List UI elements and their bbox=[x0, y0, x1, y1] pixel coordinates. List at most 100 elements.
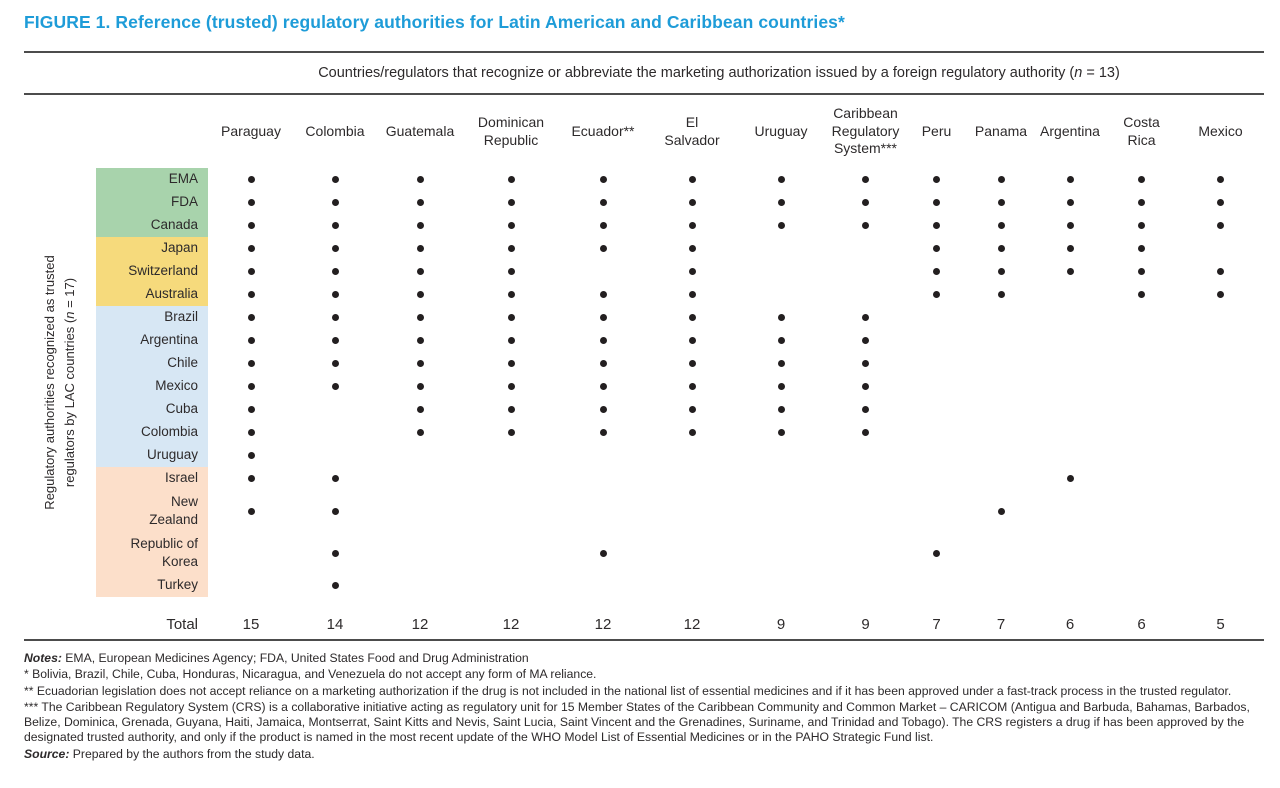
dot-cell-switzerland-panama bbox=[968, 260, 1034, 283]
row-label-canada: Canada bbox=[96, 214, 208, 237]
row-label-ema: EMA bbox=[96, 168, 208, 191]
corner-cell bbox=[96, 95, 208, 168]
dot-cell-republic-of-korea-dominican-republic bbox=[464, 532, 558, 574]
dot-cell-colombia-colombia bbox=[294, 421, 376, 444]
dot-cell-colombia-caribbean-regulatory-system bbox=[826, 421, 905, 444]
dot-cell-mexico-costa-rica bbox=[1106, 375, 1177, 398]
caption-text: Countries/regulators that recognize or a… bbox=[318, 65, 1075, 81]
dot-cell-republic-of-korea-costa-rica bbox=[1106, 532, 1177, 574]
dot bbox=[688, 199, 696, 206]
dot bbox=[933, 245, 940, 252]
column-header-panama: Panama bbox=[974, 122, 1028, 139]
dot bbox=[997, 222, 1005, 229]
dot-cell-argentina-panama bbox=[968, 329, 1034, 352]
dot-cell-japan-peru bbox=[905, 237, 968, 260]
dot-cell-canada-dominican-republic bbox=[464, 214, 558, 237]
dot bbox=[688, 222, 696, 229]
total-value-argentina: 6 bbox=[1065, 615, 1075, 633]
dot-cell-mexico-panama bbox=[968, 375, 1034, 398]
dot-cell-ema-panama bbox=[968, 168, 1034, 191]
dot-cell-new-zealand-panama bbox=[968, 490, 1034, 532]
dot-cell-canada-peru bbox=[905, 214, 968, 237]
dot-cell-australia-paraguay bbox=[208, 283, 294, 306]
dot-cell-mexico-el-salvador bbox=[648, 375, 736, 398]
dot bbox=[247, 222, 255, 229]
dot-cell-ema-mexico bbox=[1177, 168, 1264, 191]
dot bbox=[331, 176, 339, 183]
dot-cell-ema-dominican-republic bbox=[464, 168, 558, 191]
column-header-colombia: Colombia bbox=[305, 122, 365, 139]
dot-cell-colombia-mexico bbox=[1177, 421, 1264, 444]
dot-cell-ema-peru bbox=[905, 168, 968, 191]
dot-cell-uruguay-argentina bbox=[1034, 444, 1106, 467]
dot-cell-mexico-colombia bbox=[294, 375, 376, 398]
dot-cell-canada-panama bbox=[968, 214, 1034, 237]
column-header-dominican-republic: Dominican Republic bbox=[477, 114, 545, 148]
caption-text-suffix: = 13) bbox=[1082, 65, 1120, 81]
total-value-costa-rica: 6 bbox=[1137, 615, 1146, 633]
dot-cell-ema-paraguay bbox=[208, 168, 294, 191]
total-value-peru: 7 bbox=[932, 615, 941, 633]
dot-cell-israel-panama bbox=[968, 467, 1034, 490]
dot-cell-cuba-uruguay bbox=[736, 398, 826, 421]
dot bbox=[416, 429, 424, 436]
dot bbox=[688, 268, 696, 275]
dot bbox=[1217, 291, 1224, 298]
row-label-switzerland: Switzerland bbox=[96, 260, 208, 283]
dot bbox=[1066, 222, 1074, 229]
dot-cell-uruguay-ecuador bbox=[558, 444, 648, 467]
dot bbox=[599, 406, 607, 413]
dot bbox=[247, 452, 255, 459]
dot-cell-republic-of-korea-peru bbox=[905, 532, 968, 574]
dot-cell-uruguay-uruguay bbox=[736, 444, 826, 467]
dot bbox=[331, 360, 339, 367]
dot bbox=[247, 245, 255, 252]
dot bbox=[599, 383, 607, 390]
dot-cell-brazil-panama bbox=[968, 306, 1034, 329]
dot bbox=[1066, 245, 1074, 252]
dot bbox=[933, 199, 940, 206]
dot-cell-mexico-dominican-republic bbox=[464, 375, 558, 398]
dot-cell-ema-ecuador bbox=[558, 168, 648, 191]
dot-cell-argentina-uruguay bbox=[736, 329, 826, 352]
dot bbox=[507, 337, 515, 344]
column-header-paraguay: Paraguay bbox=[221, 122, 281, 139]
dot bbox=[247, 406, 255, 413]
dot bbox=[997, 507, 1005, 515]
dot bbox=[688, 337, 696, 344]
dot-cell-republic-of-korea-panama bbox=[968, 532, 1034, 574]
dot-cell-chile-el-salvador bbox=[648, 352, 736, 375]
dot bbox=[247, 337, 255, 344]
dot bbox=[862, 222, 869, 229]
total-value-uruguay: 9 bbox=[776, 615, 786, 633]
dot-cell-cuba-panama bbox=[968, 398, 1034, 421]
dot bbox=[688, 406, 696, 413]
dot-cell-fda-guatemala bbox=[376, 191, 464, 214]
row-label-new-zealand: New Zealand bbox=[96, 490, 208, 532]
dot bbox=[416, 176, 424, 183]
column-header-guatemala: Guatemala bbox=[385, 122, 455, 139]
dot-cell-argentina-ecuador bbox=[558, 329, 648, 352]
dot-cell-brazil-costa-rica bbox=[1106, 306, 1177, 329]
dot-cell-turkey-guatemala bbox=[376, 574, 464, 597]
dot bbox=[777, 222, 785, 229]
dot bbox=[933, 268, 940, 275]
dot-cell-brazil-dominican-republic bbox=[464, 306, 558, 329]
dot-cell-australia-panama bbox=[968, 283, 1034, 306]
dot bbox=[507, 199, 515, 206]
dot bbox=[933, 549, 940, 557]
dot-cell-japan-caribbean-regulatory-system bbox=[826, 237, 905, 260]
dot-cell-cuba-mexico bbox=[1177, 398, 1264, 421]
dot-cell-chile-colombia bbox=[294, 352, 376, 375]
dot bbox=[933, 291, 940, 298]
dot-cell-argentina-el-salvador bbox=[648, 329, 736, 352]
dot-cell-mexico-mexico bbox=[1177, 375, 1264, 398]
dot bbox=[416, 360, 424, 367]
dot-cell-fda-colombia bbox=[294, 191, 376, 214]
dot-cell-brazil-peru bbox=[905, 306, 968, 329]
row-axis-label-line2: regulators by LAC countries (n = 17) bbox=[61, 277, 77, 488]
dot-cell-canada-ecuador bbox=[558, 214, 648, 237]
row-axis-label: Regulatory authorities recognized as tru… bbox=[40, 168, 79, 597]
dot-cell-australia-peru bbox=[905, 283, 968, 306]
dot-cell-republic-of-korea-caribbean-regulatory-system bbox=[826, 532, 905, 574]
